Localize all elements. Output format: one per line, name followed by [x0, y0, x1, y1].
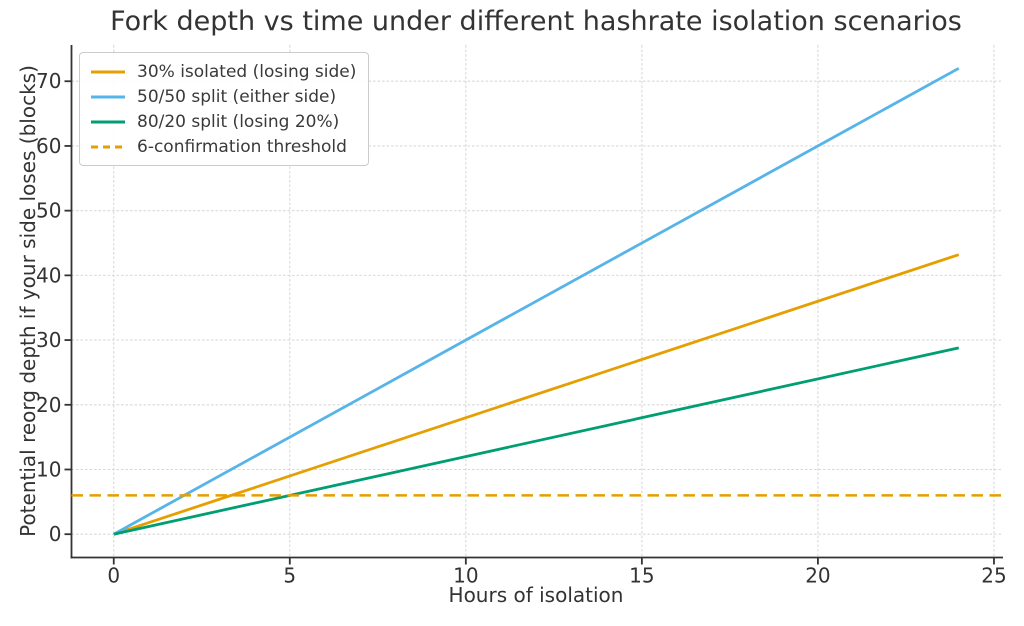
legend: 30% isolated (losing side) 50/50 split (e…	[79, 52, 370, 166]
legend-swatch-dashed-line	[91, 145, 125, 148]
legend-swatch-line	[91, 70, 125, 73]
legend-label: 80/20 split (losing 20%)	[137, 111, 340, 132]
series-line-0	[113, 253, 960, 536]
y-tick-label-70: 70	[36, 69, 61, 93]
legend-item-2: 80/20 split (losing 20%)	[90, 110, 356, 133]
legend-label: 30% isolated (losing side)	[137, 61, 357, 82]
legend-label: 50/50 split (either side)	[137, 86, 337, 107]
y-tick-label-40: 40	[36, 263, 61, 287]
chart-title: Fork depth vs time under different hashr…	[110, 6, 962, 37]
legend-swatch-line	[91, 120, 125, 123]
legend-item-1: 50/50 split (either side)	[90, 85, 356, 108]
x-tick-label-20: 20	[805, 564, 830, 588]
y-tick-label-50: 50	[36, 199, 61, 223]
y-tick-label-20: 20	[36, 393, 61, 417]
y-tick-label-0: 0	[49, 522, 62, 546]
y-axis-label: Potential reorg depth if your side loses…	[16, 65, 40, 537]
series-line-2	[113, 346, 960, 536]
legend-item-0: 30% isolated (losing side)	[90, 60, 356, 83]
legend-swatch-line	[91, 95, 125, 98]
y-tick-label-30: 30	[36, 328, 61, 352]
x-tick-label-25: 25	[981, 564, 1006, 588]
series-line-1	[113, 67, 960, 536]
y-tick-label-60: 60	[36, 134, 61, 158]
x-tick-label-15: 15	[629, 564, 654, 588]
x-tick-label-0: 0	[107, 564, 120, 588]
x-tick-label-5: 5	[283, 564, 296, 588]
x-tick-label-10: 10	[453, 564, 478, 588]
y-tick-label-10: 10	[36, 457, 61, 481]
legend-item-3: 6-confirmation threshold	[90, 135, 356, 158]
x-axis-label: Hours of isolation	[448, 583, 624, 607]
legend-label: 6-confirmation threshold	[137, 136, 347, 157]
